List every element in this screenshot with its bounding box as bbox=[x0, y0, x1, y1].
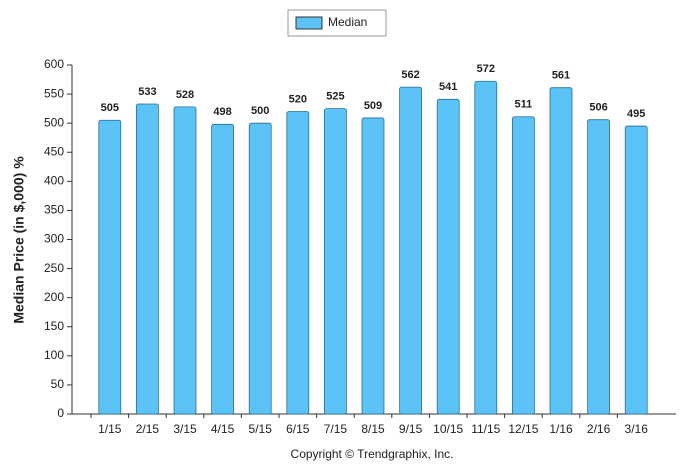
x-tick-label: 10/15 bbox=[433, 422, 463, 436]
x-tick-label: 5/15 bbox=[249, 422, 273, 436]
value-label: 505 bbox=[101, 102, 119, 114]
legend-label: Median bbox=[328, 15, 367, 29]
bar bbox=[323, 108, 347, 415]
bar bbox=[474, 80, 498, 415]
y-tick-label: 0 bbox=[57, 406, 64, 420]
bar bbox=[512, 116, 535, 415]
bar bbox=[98, 119, 122, 415]
bar bbox=[135, 103, 159, 415]
x-tick-label: 3/16 bbox=[625, 422, 649, 436]
x-tick-label: 1/16 bbox=[549, 422, 573, 436]
y-tick-label: 550 bbox=[44, 86, 64, 100]
value-label: 572 bbox=[477, 63, 495, 75]
value-label: 561 bbox=[552, 70, 570, 82]
value-label: 498 bbox=[213, 106, 231, 118]
x-tick-label: 9/15 bbox=[399, 422, 423, 436]
bar bbox=[211, 123, 235, 415]
x-tick-label: 2/16 bbox=[587, 422, 611, 436]
value-label: 495 bbox=[627, 108, 645, 120]
y-tick-label: 400 bbox=[44, 174, 64, 188]
value-label: 562 bbox=[401, 69, 419, 81]
y-tick-label: 350 bbox=[44, 203, 64, 217]
value-label: 541 bbox=[439, 81, 457, 93]
value-label: 506 bbox=[589, 102, 607, 114]
bar bbox=[587, 119, 610, 415]
y-tick-label: 150 bbox=[44, 319, 64, 333]
value-label: 500 bbox=[251, 105, 269, 117]
legend-swatch bbox=[295, 16, 323, 30]
bar bbox=[436, 98, 460, 415]
x-tick-label: 2/15 bbox=[136, 422, 160, 436]
bar bbox=[248, 122, 272, 415]
x-tick-label: 7/15 bbox=[324, 422, 348, 436]
bar bbox=[624, 125, 648, 415]
x-tick-label: 11/15 bbox=[471, 422, 500, 436]
y-tick-label: 500 bbox=[44, 115, 64, 129]
y-tick-label: 50 bbox=[51, 377, 65, 391]
x-tick-label: 12/15 bbox=[508, 422, 538, 436]
bar bbox=[399, 86, 423, 415]
bar bbox=[173, 106, 197, 415]
bar bbox=[286, 111, 310, 415]
y-tick-label: 100 bbox=[44, 348, 64, 362]
bar bbox=[549, 87, 573, 415]
y-tick-label: 300 bbox=[44, 232, 64, 246]
y-tick-label: 200 bbox=[44, 290, 64, 304]
value-label: 533 bbox=[138, 86, 156, 98]
x-tick-label: 8/15 bbox=[361, 422, 385, 436]
value-label: 520 bbox=[289, 93, 307, 105]
bar bbox=[361, 117, 385, 415]
value-label: 525 bbox=[326, 91, 344, 103]
y-tick-label: 450 bbox=[44, 144, 64, 158]
x-tick-label: 3/15 bbox=[173, 422, 197, 436]
y-tick-label: 600 bbox=[44, 57, 64, 71]
value-label: 528 bbox=[176, 89, 194, 101]
footer: Copyright © Trendgraphix, Inc. bbox=[291, 447, 454, 461]
x-tick-label: 1/15 bbox=[98, 422, 122, 436]
y-axis-title: Median Price (in $,000) % bbox=[11, 156, 27, 324]
y-tick-label: 250 bbox=[44, 261, 64, 275]
value-label: 511 bbox=[515, 99, 533, 111]
x-tick-label: 4/15 bbox=[211, 422, 235, 436]
value-label: 509 bbox=[364, 100, 382, 112]
x-tick-label: 6/15 bbox=[286, 422, 310, 436]
